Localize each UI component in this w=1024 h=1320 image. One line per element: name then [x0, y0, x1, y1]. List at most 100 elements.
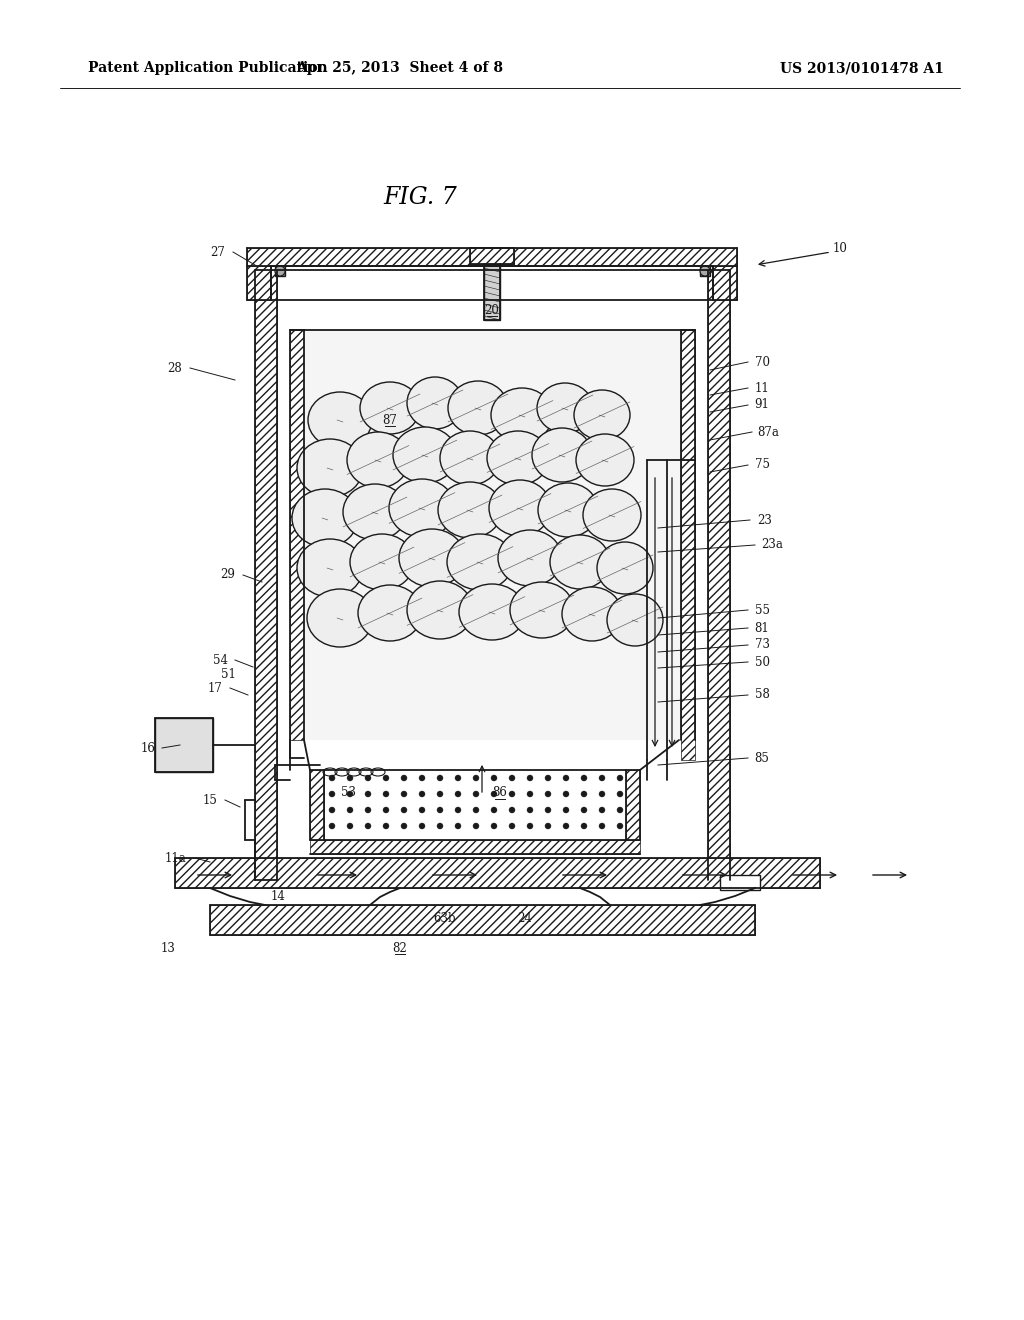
Bar	[681, 459, 695, 760]
Ellipse shape	[393, 426, 457, 483]
Circle shape	[383, 822, 389, 829]
Circle shape	[437, 807, 443, 813]
Circle shape	[473, 775, 479, 781]
Text: 87a: 87a	[757, 425, 779, 438]
Circle shape	[581, 807, 587, 813]
Circle shape	[599, 807, 605, 813]
Text: 91: 91	[755, 399, 769, 412]
Ellipse shape	[538, 483, 598, 537]
Circle shape	[617, 807, 623, 813]
Ellipse shape	[537, 383, 593, 433]
Circle shape	[455, 791, 461, 797]
Circle shape	[455, 807, 461, 813]
Text: 24: 24	[517, 912, 532, 924]
Text: 14: 14	[270, 891, 286, 903]
Ellipse shape	[358, 585, 422, 642]
Ellipse shape	[607, 594, 663, 645]
Ellipse shape	[347, 432, 409, 488]
Ellipse shape	[343, 484, 407, 540]
Text: 63b: 63b	[434, 912, 457, 924]
Bar	[713, 267, 737, 300]
Circle shape	[509, 791, 515, 797]
Text: 23: 23	[758, 513, 772, 527]
Bar	[708, 271, 730, 880]
Circle shape	[545, 791, 551, 797]
Text: 17: 17	[208, 681, 222, 694]
Bar	[210, 906, 755, 935]
Circle shape	[347, 822, 353, 829]
Text: 23a: 23a	[761, 539, 783, 552]
Circle shape	[437, 775, 443, 781]
Circle shape	[401, 775, 407, 781]
Ellipse shape	[438, 482, 502, 539]
Ellipse shape	[449, 381, 508, 436]
Bar	[247, 248, 737, 267]
Text: 85: 85	[755, 751, 769, 764]
Text: 16: 16	[140, 742, 156, 755]
Circle shape	[365, 775, 371, 781]
Text: 20: 20	[484, 304, 500, 317]
Ellipse shape	[459, 583, 525, 640]
Text: 75: 75	[755, 458, 769, 471]
Circle shape	[419, 807, 425, 813]
Circle shape	[419, 791, 425, 797]
Text: 73: 73	[755, 639, 769, 652]
Circle shape	[329, 807, 335, 813]
Bar	[290, 330, 304, 741]
Bar	[720, 875, 760, 890]
Circle shape	[473, 807, 479, 813]
Text: 10: 10	[833, 242, 848, 255]
Circle shape	[599, 822, 605, 829]
Circle shape	[347, 775, 353, 781]
Circle shape	[401, 791, 407, 797]
Circle shape	[437, 822, 443, 829]
Circle shape	[419, 775, 425, 781]
Circle shape	[401, 807, 407, 813]
Bar	[275, 267, 285, 276]
Text: 50: 50	[755, 656, 769, 668]
Circle shape	[455, 822, 461, 829]
Text: US 2013/0101478 A1: US 2013/0101478 A1	[780, 61, 944, 75]
Ellipse shape	[350, 535, 414, 590]
Ellipse shape	[297, 539, 362, 597]
Ellipse shape	[562, 587, 622, 642]
Circle shape	[383, 807, 389, 813]
Ellipse shape	[487, 432, 549, 484]
Bar	[700, 267, 710, 276]
Ellipse shape	[490, 388, 553, 442]
Circle shape	[509, 775, 515, 781]
Text: 11: 11	[755, 381, 769, 395]
Bar	[484, 264, 500, 319]
Ellipse shape	[360, 381, 420, 434]
Text: 54: 54	[213, 653, 227, 667]
Circle shape	[365, 791, 371, 797]
Circle shape	[563, 791, 569, 797]
Circle shape	[563, 775, 569, 781]
Ellipse shape	[510, 582, 574, 638]
Text: 28: 28	[168, 362, 182, 375]
Circle shape	[329, 775, 335, 781]
Circle shape	[490, 775, 497, 781]
Circle shape	[545, 822, 551, 829]
Circle shape	[509, 807, 515, 813]
Circle shape	[527, 775, 534, 781]
Ellipse shape	[297, 440, 362, 498]
Circle shape	[490, 822, 497, 829]
Circle shape	[490, 791, 497, 797]
Bar	[310, 770, 324, 840]
Ellipse shape	[583, 488, 641, 541]
Circle shape	[365, 807, 371, 813]
Bar	[304, 330, 681, 741]
Ellipse shape	[574, 389, 630, 440]
Circle shape	[473, 822, 479, 829]
Text: 29: 29	[220, 569, 236, 582]
Text: 55: 55	[755, 603, 769, 616]
Circle shape	[329, 791, 335, 797]
Circle shape	[437, 791, 443, 797]
Circle shape	[563, 807, 569, 813]
Ellipse shape	[307, 589, 373, 647]
Circle shape	[581, 791, 587, 797]
Ellipse shape	[550, 535, 610, 589]
Bar	[310, 840, 640, 854]
Circle shape	[329, 822, 335, 829]
